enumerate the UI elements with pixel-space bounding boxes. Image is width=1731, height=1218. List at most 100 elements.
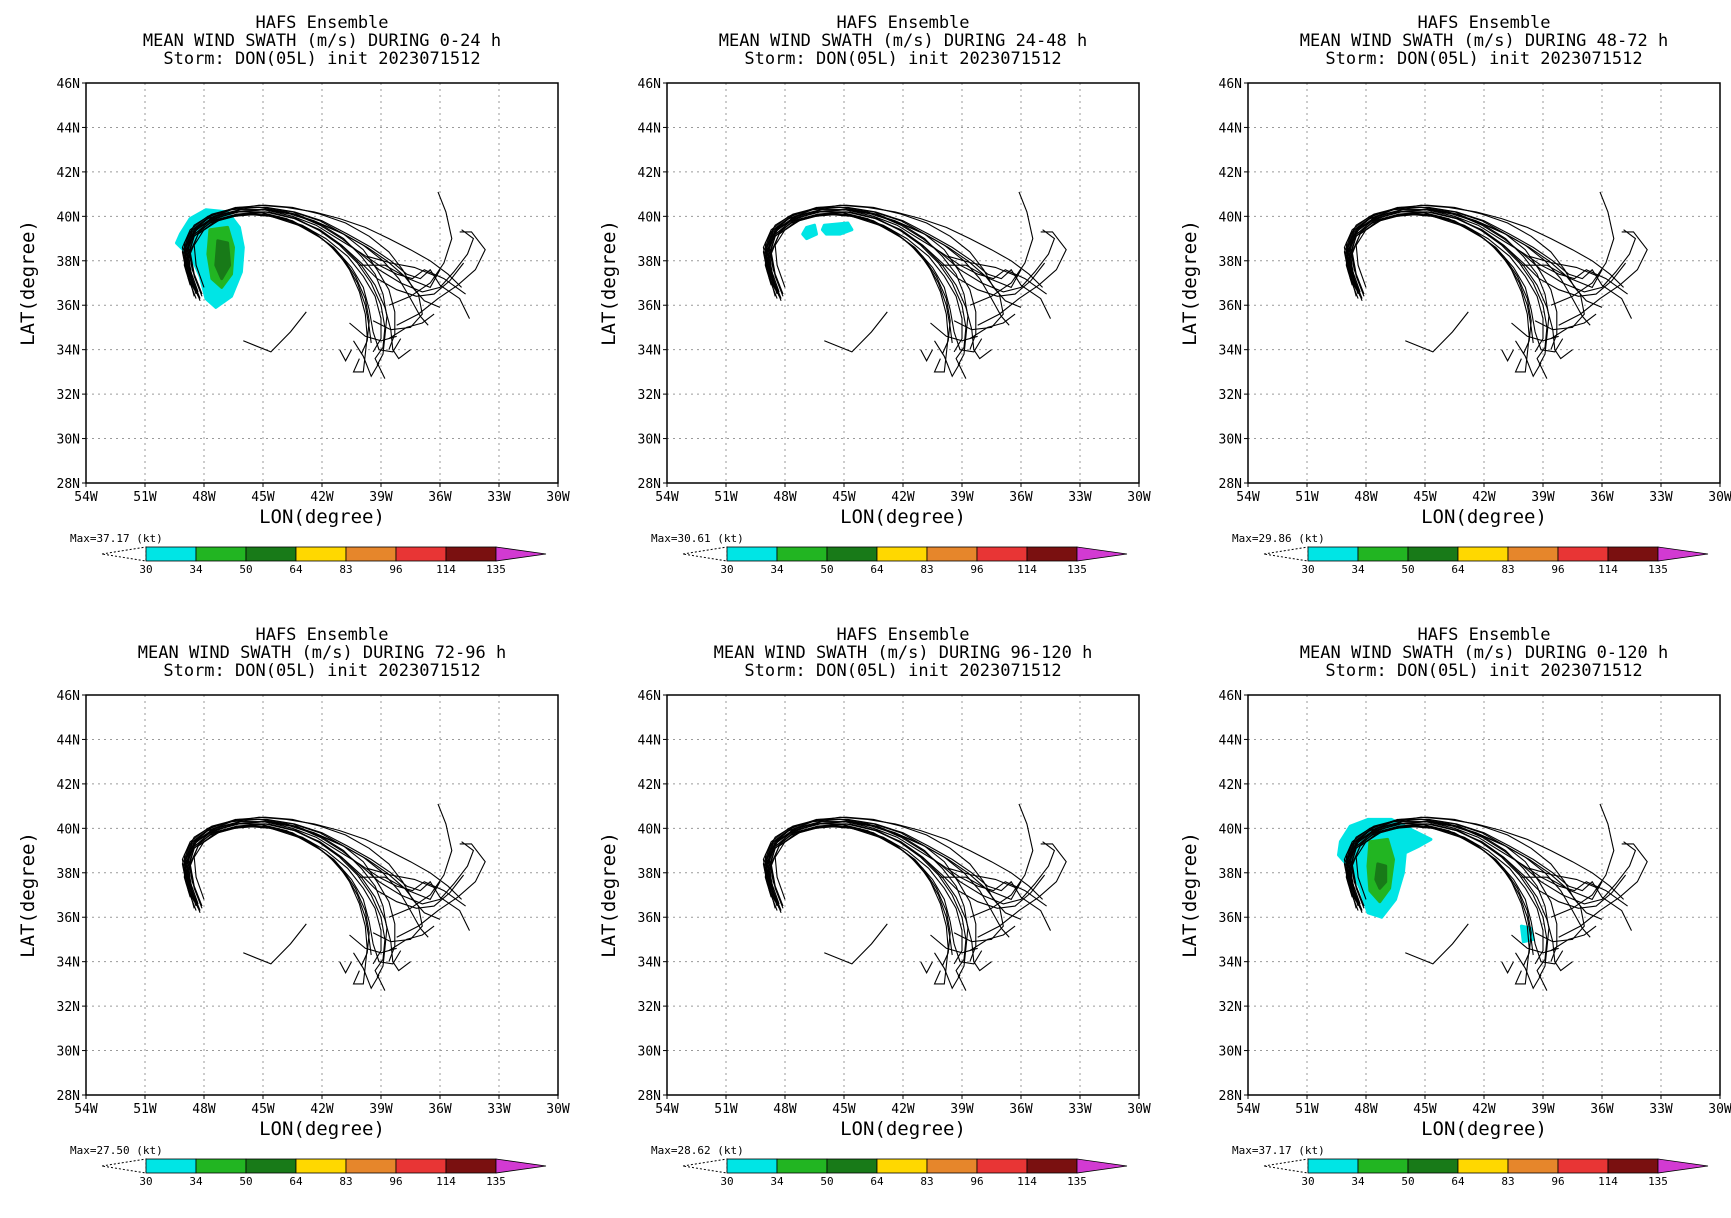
lon-tick-label: 54W (655, 1102, 679, 1117)
wind-swath (175, 208, 245, 309)
lon-tick-label: 48W (192, 490, 216, 505)
track-line (1529, 867, 1599, 889)
lat-tick-label: 42N (1219, 166, 1242, 181)
colorbar-segment (445, 1158, 497, 1174)
lon-tick-label: 39W (1531, 490, 1555, 505)
colorbar-level-label: 114 (1598, 563, 1618, 576)
track-line (388, 925, 435, 952)
colorbar-level-label: 135 (1648, 1175, 1668, 1188)
grid (1248, 695, 1720, 1095)
colorbar-low-triangle (682, 546, 728, 562)
track-line (824, 311, 888, 353)
y-axis-label: LAT(degree) (1179, 832, 1201, 958)
lon-tick-label: 54W (655, 490, 679, 505)
colorbar-segment (826, 1158, 878, 1174)
track-line (243, 923, 307, 965)
x-axis-label: LON(degree) (840, 506, 966, 528)
colorbar-segment (876, 1158, 928, 1174)
colorbar-level-label: 135 (486, 563, 506, 576)
track-line (1349, 821, 1637, 905)
track-line (1345, 209, 1585, 331)
lat-tick-label: 28N (1219, 1089, 1242, 1104)
colorbar-level-label: 83 (1501, 563, 1514, 576)
colorbar-segment (195, 546, 247, 562)
colorbar-low-triangle (1263, 546, 1309, 562)
panel-title-line2: MEAN WIND SWATH (m/s) DURING 24-48 h (719, 31, 1087, 51)
track-line (1501, 349, 1514, 362)
colorbar-segment (1457, 1158, 1509, 1174)
y-axis-label: LAT(degree) (17, 220, 39, 346)
track-line (339, 349, 352, 362)
grid (667, 695, 1139, 1095)
lon-tick-label: 33W (487, 1102, 511, 1117)
lon-tick-label: 45W (251, 490, 275, 505)
colorbar-high-triangle (1657, 1158, 1709, 1174)
lat-tick-label: 34N (57, 956, 80, 971)
lon-tick-label: 51W (133, 490, 157, 505)
colorbar-level-label: 96 (970, 563, 983, 576)
swath-area-cyan (801, 223, 818, 241)
y-axis-label: LAT(degree) (1179, 220, 1201, 346)
track-line (359, 264, 441, 289)
colorbar-level-label: 30 (139, 563, 152, 576)
colorbar-level-label: 30 (139, 1175, 152, 1188)
ensemble-tracks (181, 191, 486, 379)
grid (1248, 83, 1720, 483)
colorbar-level-label: 64 (289, 1175, 303, 1188)
colorbar-high-triangle (1076, 1158, 1128, 1174)
colorbar-level-label: 64 (870, 563, 884, 576)
track-line (768, 211, 967, 379)
x-axis-label: LON(degree) (259, 1118, 385, 1140)
lat-tick-label: 34N (1219, 344, 1242, 359)
track-line (187, 825, 402, 965)
track-line (388, 313, 435, 340)
colorbar: Max=37.17 (kt) 30 34 50 64 83 96 114 135 (1232, 1144, 1709, 1188)
track-line (243, 311, 307, 353)
track-line (969, 313, 1016, 340)
lon-tick-label: 33W (487, 490, 511, 505)
colorbar-segment (145, 546, 197, 562)
colorbar-segment (876, 546, 928, 562)
lat-tick-label: 34N (1219, 956, 1242, 971)
colorbar-level-label: 34 (189, 563, 203, 576)
colorbar-level-label: 114 (1017, 1175, 1037, 1188)
colorbar-level-label: 96 (1551, 1175, 1564, 1188)
track-line (764, 818, 1010, 938)
panel-title-line2: MEAN WIND SWATH (m/s) DURING 48-72 h (1300, 31, 1668, 51)
lat-tick-label: 40N (638, 822, 661, 837)
lat-tick-label: 44N (57, 121, 80, 136)
lon-tick-label: 54W (1236, 490, 1260, 505)
max-wind-label: Max=37.17 (kt) (70, 532, 163, 545)
lat-tick-label: 38N (638, 255, 661, 270)
lon-tick-label: 51W (1295, 490, 1319, 505)
track-line (193, 825, 382, 965)
swath-area-dark_green (1374, 862, 1388, 890)
colorbar-level-label: 64 (1451, 563, 1465, 576)
track-line (183, 209, 423, 331)
track-line (768, 213, 983, 353)
colorbar-segment (776, 1158, 828, 1174)
colorbar-segment (1407, 1158, 1459, 1174)
lon-tick-label: 48W (773, 490, 797, 505)
track-line (1550, 191, 1615, 306)
track-line (764, 821, 1004, 943)
ensemble-tracks (1343, 191, 1648, 379)
panel-title-line3: Storm: DON(05L) init 2023071512 (1325, 661, 1642, 681)
colorbar-level-label: 114 (1017, 563, 1037, 576)
track-line (1349, 213, 1564, 353)
colorbar-level-label: 50 (239, 1175, 252, 1188)
colorbar-level-label: 135 (486, 1175, 506, 1188)
track-line (1347, 209, 1550, 366)
panel-title-line2: MEAN WIND SWATH (m/s) DURING 0-120 h (1300, 643, 1668, 663)
max-wind-label: Max=30.61 (kt) (651, 532, 744, 545)
track-line (1511, 322, 1559, 342)
lon-tick-label: 33W (1649, 490, 1673, 505)
x-axis-label: LON(degree) (1421, 506, 1547, 528)
lat-tick-label: 40N (1219, 822, 1242, 837)
track-line (353, 340, 380, 378)
track-line (1501, 961, 1514, 974)
colorbar-segment (1557, 1158, 1609, 1174)
colorbar: Max=28.62 (kt) 30 34 50 64 83 96 114 135 (651, 1144, 1128, 1188)
lon-tick-label: 51W (714, 490, 738, 505)
track-line (187, 213, 402, 353)
